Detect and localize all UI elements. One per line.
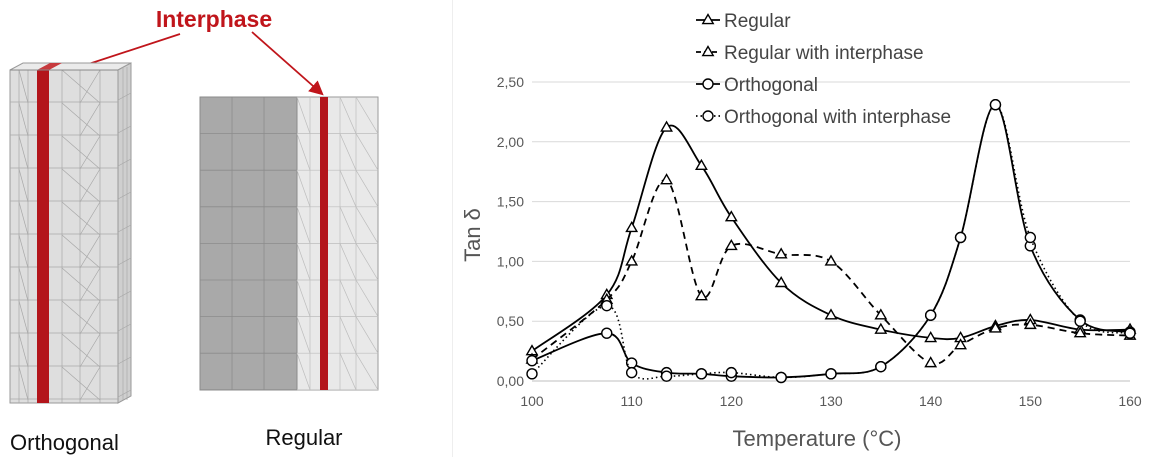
data-point <box>824 308 838 320</box>
y-tick-label: 1,00 <box>497 253 524 269</box>
data-point <box>954 338 968 350</box>
legend-item: Orthogonal <box>696 75 818 96</box>
panel-divider <box>452 0 453 457</box>
data-point <box>775 371 787 384</box>
data-point <box>526 368 538 380</box>
x-tick-label: 120 <box>720 393 744 409</box>
data-point <box>1023 317 1037 330</box>
x-tick-label: 110 <box>621 393 644 409</box>
data-point <box>625 366 638 379</box>
data-point <box>774 276 788 288</box>
legend-label: Regular <box>724 11 791 32</box>
data-point <box>924 309 937 321</box>
data-point <box>954 231 967 244</box>
data-point <box>625 357 638 369</box>
series-line <box>531 103 1131 380</box>
data-point <box>660 370 673 382</box>
tan-delta-chart: 0,00 0,50 1,00 1,50 2,00 2,50 100 110 120 130 140… <box>460 11 1142 451</box>
regular-model <box>199 96 379 391</box>
data-point <box>1024 231 1037 244</box>
x-tick-label: 100 <box>520 393 544 409</box>
finite-element-models: Interphase Orthogonal Regular <box>0 0 450 457</box>
data-point <box>625 221 639 233</box>
data-point <box>625 254 639 266</box>
data-point <box>1124 327 1136 339</box>
data-point <box>989 321 1002 333</box>
data-point <box>601 299 613 312</box>
legend-marker <box>702 110 714 122</box>
legend-marker <box>701 13 715 25</box>
series-line <box>531 179 1131 365</box>
legend-item: Regular <box>696 11 791 32</box>
legend-item: Orthogonal with interphase <box>696 107 951 128</box>
data-point <box>875 360 887 373</box>
data-point <box>724 210 738 222</box>
x-tick-label: 160 <box>1118 393 1142 409</box>
data-point <box>660 173 673 185</box>
orthogonal-model <box>9 62 132 404</box>
data-point <box>694 289 708 301</box>
data-point <box>725 366 738 379</box>
data-point <box>874 308 888 320</box>
data-point <box>1073 326 1087 338</box>
data-point <box>1074 315 1086 327</box>
data-point <box>924 356 938 368</box>
data-point <box>989 99 1002 111</box>
x-tick-label: 150 <box>1019 393 1043 409</box>
data-point <box>601 327 613 339</box>
data-point <box>695 368 708 380</box>
series-orthogonal-with-interphase <box>526 99 1136 384</box>
data-point <box>724 238 738 251</box>
interphase-title: Interphase <box>156 6 272 32</box>
series-line <box>531 124 1131 352</box>
chart-series <box>525 99 1137 384</box>
chart-legend: Regular Regular with interphase Orthogonal… <box>696 11 951 128</box>
x-tick-labels: 100 110 120 130 140 150 160 <box>520 393 1142 409</box>
regular-label: Regular <box>265 425 342 450</box>
legend-item: Regular with interphase <box>696 43 924 64</box>
y-tick-label: 2,50 <box>497 74 524 90</box>
orthogonal-label: Orthogonal <box>10 430 119 455</box>
legend-label: Regular with interphase <box>724 43 924 64</box>
x-tick-label: 140 <box>919 393 943 409</box>
data-point <box>774 247 788 259</box>
y-axis-title: Tan δ <box>460 208 485 262</box>
y-tick-label: 1,50 <box>497 194 524 210</box>
series-line <box>531 103 1131 379</box>
data-point <box>924 331 938 343</box>
y-tick-label: 0,00 <box>497 373 524 389</box>
y-tick-labels: 0,00 0,50 1,00 1,50 2,00 2,50 <box>497 74 524 389</box>
legend-label: Orthogonal with interphase <box>724 107 951 128</box>
data-point <box>825 368 837 380</box>
interphase-arrow-regular <box>251 31 324 96</box>
fe-models-figure: Interphase Orthogonal Regular <box>9 6 379 455</box>
data-point <box>694 158 708 170</box>
data-point <box>824 254 838 266</box>
data-point <box>526 354 538 367</box>
data-point <box>874 322 888 334</box>
series-regular-with-interphase <box>525 173 1137 368</box>
x-tick-label: 130 <box>819 393 843 409</box>
legend-marker <box>701 45 715 57</box>
data-point <box>660 120 673 132</box>
y-tick-label: 0,50 <box>497 313 524 329</box>
legend-marker <box>702 78 714 90</box>
legend-label: Orthogonal <box>724 75 818 96</box>
y-tick-label: 2,00 <box>497 134 524 150</box>
x-axis-title: Temperature (°C) <box>733 426 902 451</box>
